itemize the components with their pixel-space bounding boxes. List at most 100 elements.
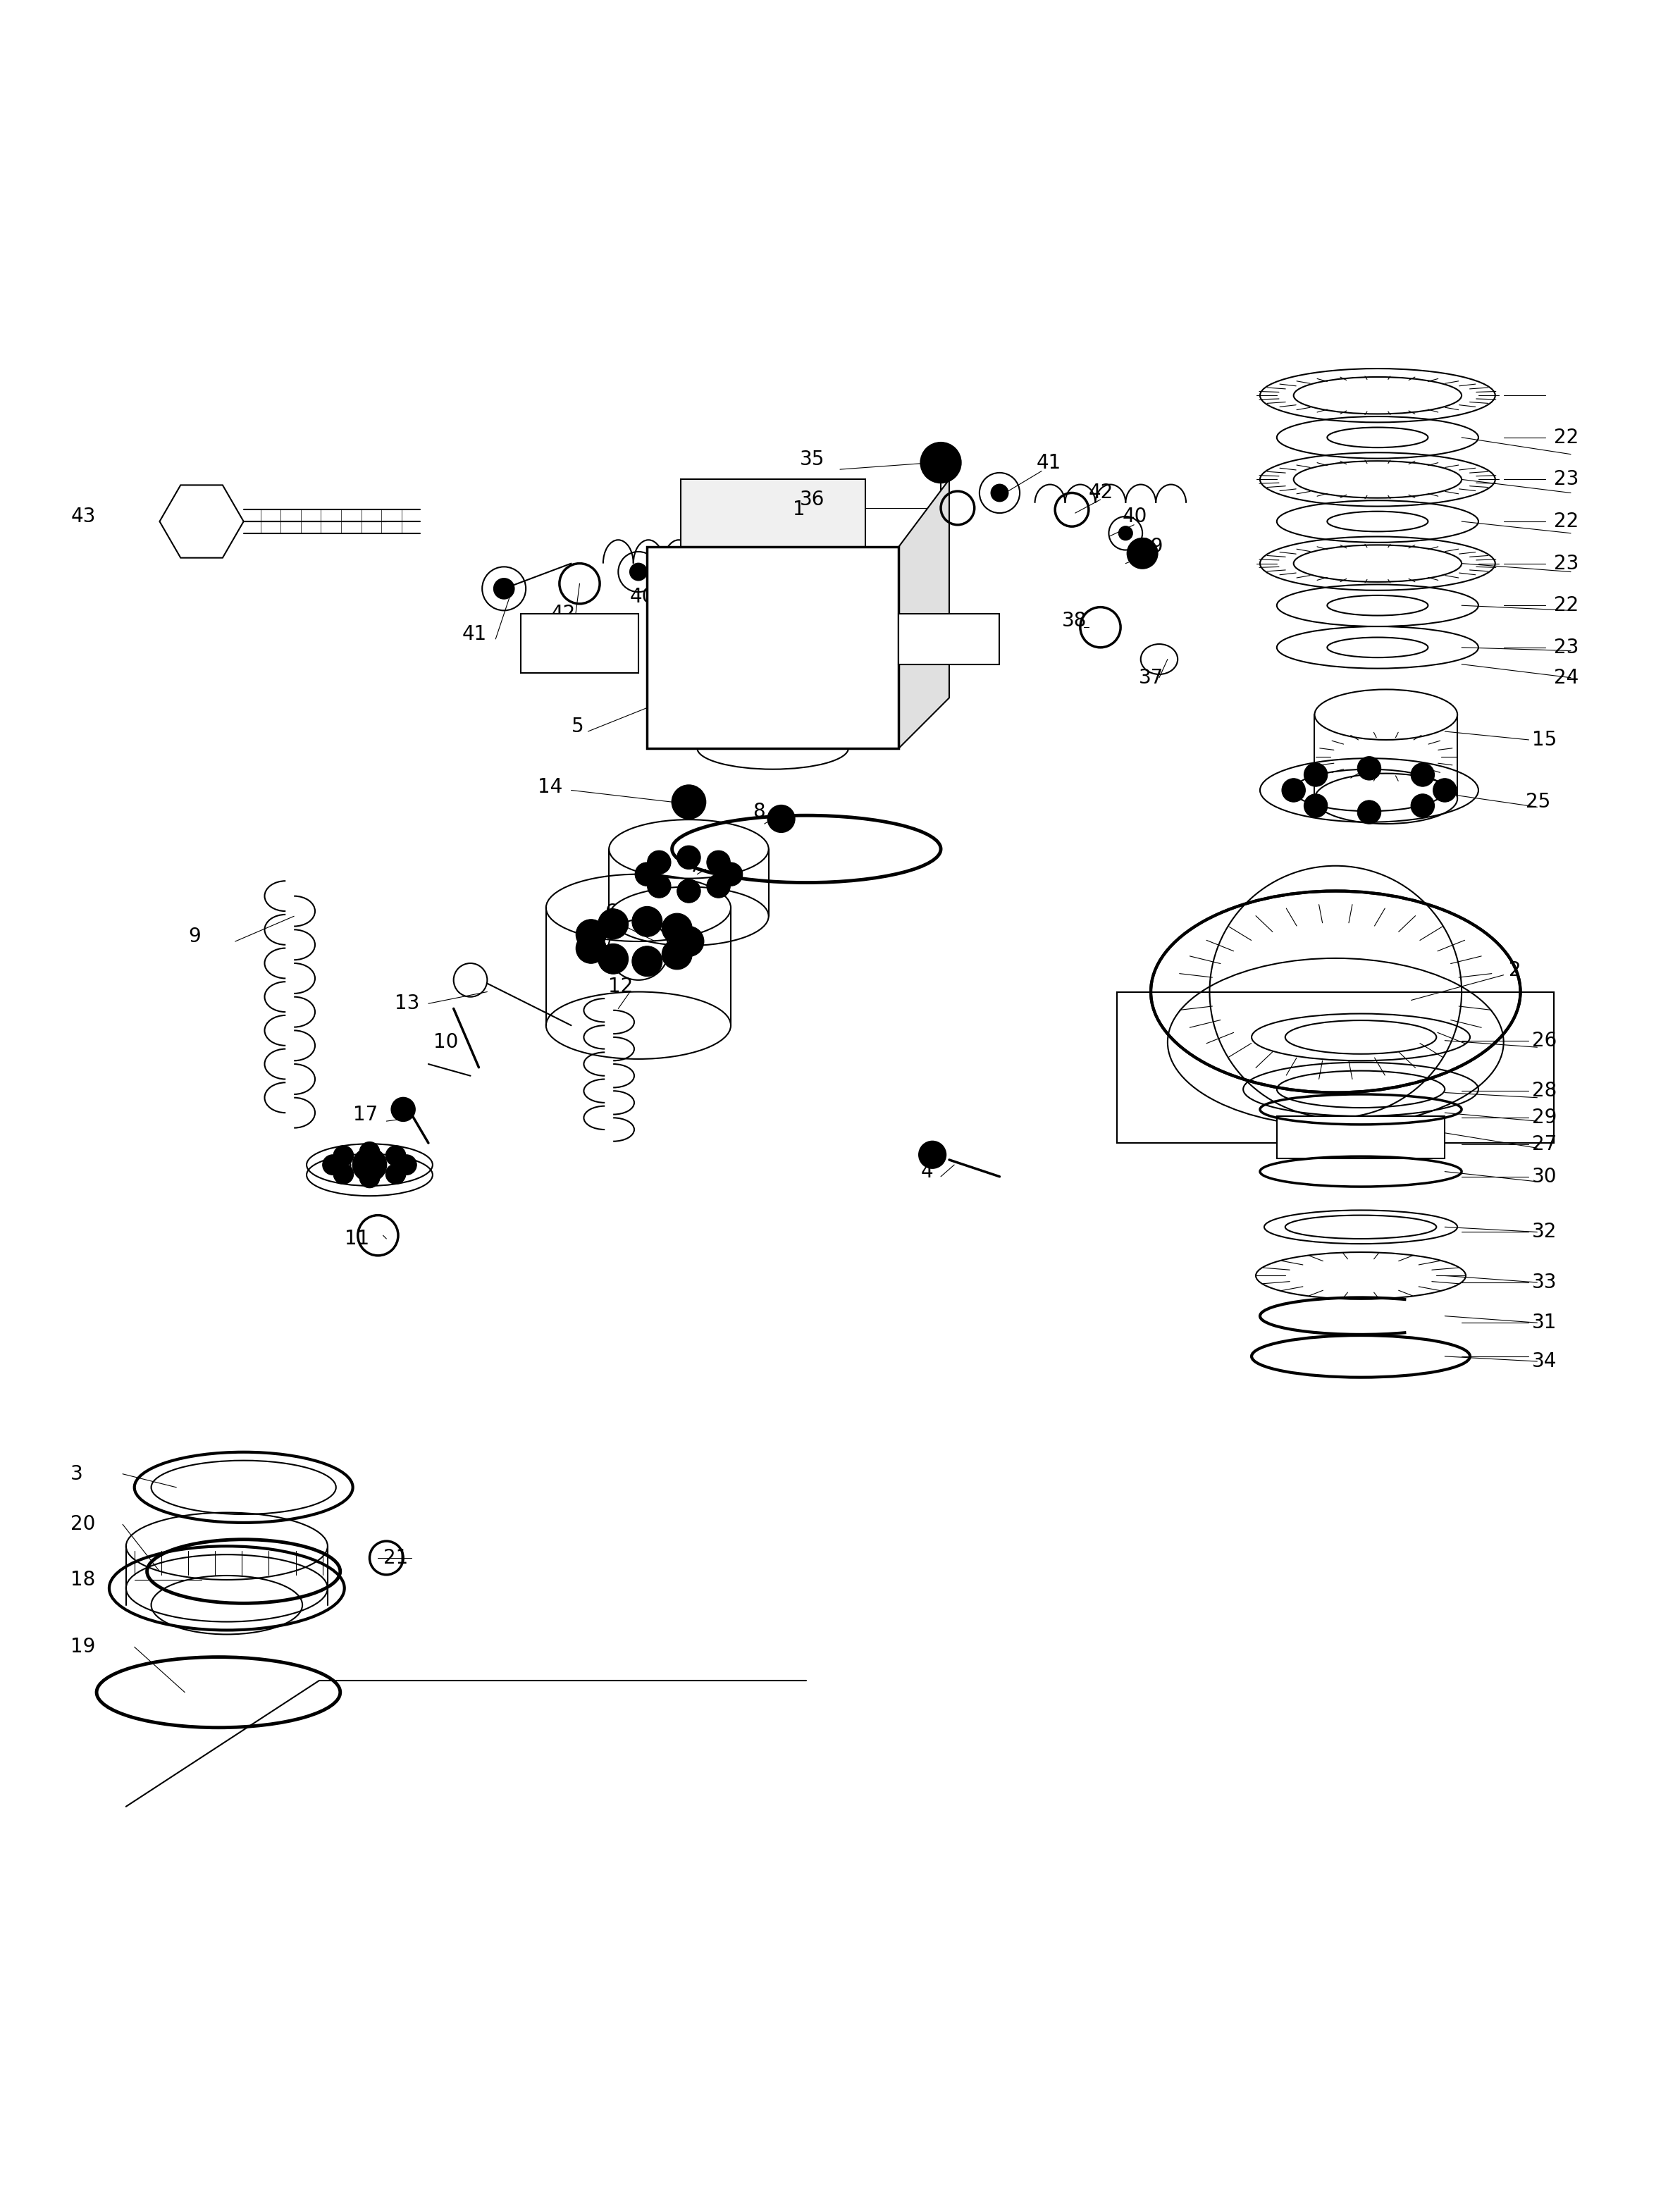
- Text: 40: 40: [630, 588, 655, 608]
- Circle shape: [921, 443, 961, 482]
- Circle shape: [1357, 799, 1381, 824]
- Text: 8: 8: [753, 802, 764, 821]
- Text: 40: 40: [1122, 506, 1147, 526]
- Text: 27: 27: [1532, 1134, 1557, 1154]
- Polygon shape: [160, 484, 244, 557]
- Circle shape: [386, 1165, 407, 1185]
- Circle shape: [396, 1154, 417, 1176]
- Circle shape: [391, 1097, 415, 1121]
- Text: 32: 32: [1532, 1222, 1557, 1242]
- Circle shape: [632, 947, 662, 975]
- Circle shape: [333, 1165, 353, 1185]
- Text: 23: 23: [1554, 469, 1579, 489]
- FancyBboxPatch shape: [647, 546, 899, 749]
- Circle shape: [494, 579, 514, 599]
- Circle shape: [635, 863, 659, 885]
- Text: 38: 38: [1062, 610, 1087, 630]
- Text: 39: 39: [709, 553, 734, 573]
- Circle shape: [1433, 780, 1457, 802]
- Text: 37: 37: [1139, 667, 1164, 687]
- Text: 36: 36: [800, 489, 825, 509]
- Circle shape: [707, 874, 731, 898]
- FancyBboxPatch shape: [1277, 1116, 1445, 1158]
- Circle shape: [1282, 780, 1305, 802]
- Circle shape: [360, 1167, 380, 1187]
- Text: 2: 2: [1509, 960, 1520, 980]
- Text: 19: 19: [71, 1636, 96, 1656]
- Circle shape: [632, 907, 662, 936]
- Text: 22: 22: [1554, 427, 1579, 447]
- Text: 28: 28: [1532, 1081, 1557, 1101]
- Text: 41: 41: [462, 623, 487, 643]
- Text: 30: 30: [1532, 1167, 1557, 1187]
- Text: 6: 6: [605, 903, 617, 923]
- Circle shape: [353, 1147, 386, 1182]
- Text: 3: 3: [71, 1464, 82, 1484]
- Text: 10: 10: [433, 1033, 459, 1053]
- Text: 7: 7: [689, 857, 701, 876]
- Text: 33: 33: [1532, 1273, 1557, 1293]
- Text: 42: 42: [551, 603, 576, 623]
- FancyBboxPatch shape: [680, 480, 865, 546]
- Text: 17: 17: [353, 1105, 378, 1125]
- Text: 22: 22: [1554, 595, 1579, 614]
- Text: 1: 1: [793, 500, 805, 520]
- Text: 5: 5: [571, 716, 583, 735]
- Circle shape: [323, 1154, 343, 1176]
- Circle shape: [662, 914, 692, 945]
- Circle shape: [674, 927, 704, 956]
- Circle shape: [991, 484, 1008, 502]
- Text: 35: 35: [800, 449, 825, 469]
- Text: 29: 29: [1532, 1108, 1557, 1127]
- Text: 15: 15: [1532, 731, 1557, 749]
- Text: 11: 11: [344, 1229, 370, 1249]
- Circle shape: [677, 879, 701, 903]
- Circle shape: [1411, 795, 1435, 817]
- Circle shape: [647, 850, 670, 874]
- Text: 42: 42: [1089, 482, 1114, 502]
- Text: 12: 12: [608, 978, 633, 998]
- Circle shape: [919, 1141, 946, 1169]
- Text: 4: 4: [921, 1163, 932, 1182]
- Text: 18: 18: [71, 1570, 96, 1590]
- Text: 25: 25: [1525, 793, 1551, 813]
- Circle shape: [719, 863, 743, 885]
- Text: 20: 20: [71, 1515, 96, 1535]
- Circle shape: [647, 874, 670, 898]
- Text: 22: 22: [1554, 511, 1579, 531]
- Text: 23: 23: [1554, 553, 1579, 573]
- Polygon shape: [899, 480, 949, 749]
- Text: 16: 16: [328, 1156, 353, 1174]
- Circle shape: [386, 1145, 407, 1165]
- Circle shape: [360, 1143, 380, 1163]
- Text: 24: 24: [1554, 667, 1579, 687]
- Circle shape: [1304, 762, 1327, 786]
- Circle shape: [707, 850, 731, 874]
- Circle shape: [662, 940, 692, 969]
- Circle shape: [1304, 795, 1327, 817]
- Text: 21: 21: [383, 1548, 408, 1568]
- Text: 9: 9: [188, 927, 200, 947]
- Circle shape: [598, 945, 628, 973]
- Text: 23: 23: [1554, 639, 1579, 658]
- Circle shape: [1119, 526, 1132, 539]
- FancyBboxPatch shape: [521, 614, 638, 672]
- Circle shape: [598, 909, 628, 938]
- Text: 13: 13: [395, 993, 420, 1013]
- Text: 39: 39: [1139, 537, 1164, 557]
- Circle shape: [1357, 757, 1381, 780]
- Circle shape: [768, 806, 795, 832]
- Circle shape: [672, 786, 706, 819]
- Text: 31: 31: [1532, 1312, 1557, 1332]
- Text: 14: 14: [538, 777, 563, 797]
- FancyBboxPatch shape: [1117, 991, 1554, 1143]
- Circle shape: [576, 934, 606, 964]
- Text: 43: 43: [71, 506, 96, 526]
- Text: 34: 34: [1532, 1352, 1557, 1372]
- Circle shape: [677, 846, 701, 870]
- Circle shape: [1127, 537, 1158, 568]
- Circle shape: [333, 1145, 353, 1165]
- Text: 41: 41: [1037, 454, 1062, 473]
- Circle shape: [630, 564, 647, 581]
- Text: 26: 26: [1532, 1031, 1557, 1050]
